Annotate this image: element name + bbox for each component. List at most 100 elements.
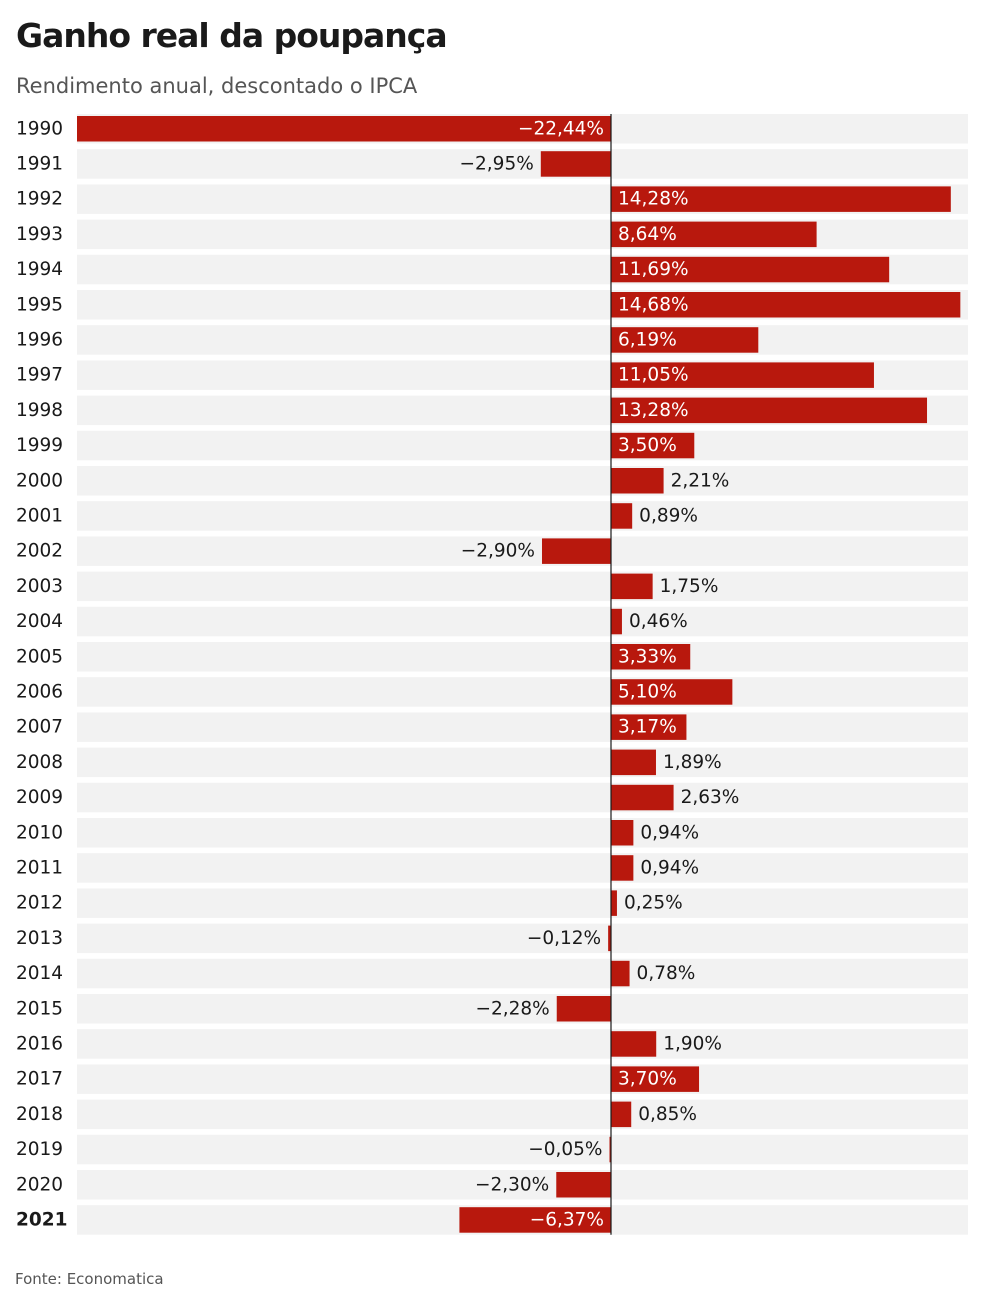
bar-year-2003 (611, 573, 653, 600)
category-label-year-2017: 2017 (16, 1069, 63, 1090)
bar-year-2006 (611, 679, 733, 705)
row-background-year-2010 (77, 818, 968, 848)
data-label-year-2014: 0,78% (637, 963, 696, 984)
row-background-year-2012 (77, 888, 968, 918)
bar-year-2013 (608, 925, 611, 952)
row-background-year-1999 (77, 430, 968, 461)
category-label-year-1997: 1997 (16, 365, 63, 386)
data-label-year-2000: 2,21% (671, 470, 730, 491)
row-background-year-2008 (77, 747, 968, 778)
bar-chart: 1990 −22,44% 1991 −2,95% 1992 14,28% 1993 8,64%… (16, 114, 968, 1235)
data-label-year-2003: 1,75% (660, 576, 719, 597)
row-background-year-2020 (77, 1170, 968, 1200)
source-note: Fonte: Economatica (15, 1270, 164, 1288)
data-label-year-2011: 0,94% (640, 857, 699, 878)
row-background-year-2018 (77, 1099, 968, 1130)
row-background-year-1996 (77, 325, 968, 355)
data-label-year-2001: 0,89% (639, 505, 698, 526)
bar-year-2012 (611, 890, 617, 916)
bar-year-1996 (611, 327, 759, 353)
category-label-year-2010: 2010 (16, 822, 63, 843)
category-label-year-2020: 2020 (16, 1174, 63, 1195)
category-label-year-1993: 1993 (16, 224, 63, 245)
row-background-year-2007 (77, 712, 968, 742)
category-label-year-2005: 2005 (16, 646, 63, 667)
category-label-year-2016: 2016 (16, 1033, 63, 1054)
data-label-year-1999: 3,50% (618, 435, 677, 456)
category-label-year-2003: 2003 (16, 576, 63, 597)
bar-year-2011 (611, 855, 634, 881)
row-background-year-2004 (77, 606, 968, 637)
category-label-year-2014: 2014 (16, 963, 63, 984)
category-label-year-2000: 2000 (16, 470, 63, 491)
bar-year-1993 (611, 221, 817, 248)
data-label-year-1993: 8,64% (618, 224, 677, 245)
row-background-year-1991 (77, 149, 968, 179)
category-label-year-2015: 2015 (16, 998, 63, 1019)
row-background-year-2011 (77, 853, 968, 883)
row-background-year-2000 (77, 466, 968, 496)
bar-year-1991 (540, 151, 611, 177)
row-background-year-2016 (77, 1029, 968, 1059)
chart-subtitle: Rendimento anual, descontado o IPCA (16, 74, 418, 98)
row-background-year-2005 (77, 642, 968, 672)
bar-year-2021 (459, 1207, 611, 1233)
data-label-year-2015: −2,28% (475, 998, 549, 1019)
bar-year-2009 (611, 784, 674, 811)
bar-year-2017 (611, 1066, 700, 1092)
bar-year-2019 (609, 1136, 611, 1163)
category-label-year-2001: 2001 (16, 505, 63, 526)
category-label-year-1998: 1998 (16, 400, 63, 421)
row-background-year-2003 (77, 571, 968, 602)
bar-year-2000 (611, 468, 664, 494)
data-label-year-1992: 14,28% (618, 189, 689, 210)
bar-year-2020 (556, 1172, 611, 1198)
data-label-year-1995: 14,68% (618, 294, 689, 315)
data-label-year-2018: 0,85% (638, 1104, 697, 1125)
data-label-year-2006: 5,10% (618, 681, 677, 702)
row-background-year-2014 (77, 958, 968, 989)
category-label-year-2011: 2011 (16, 857, 63, 878)
data-label-year-2019: −0,05% (528, 1139, 602, 1160)
row-background-year-2001 (77, 501, 968, 531)
row-background-year-1993 (77, 219, 968, 250)
category-label-year-1990: 1990 (16, 118, 63, 139)
data-label-year-2009: 2,63% (681, 787, 740, 808)
row-background-year-2017 (77, 1064, 968, 1094)
data-label-year-1991: −2,95% (460, 153, 534, 174)
bar-year-2002 (541, 538, 611, 564)
data-label-year-1996: 6,19% (618, 329, 677, 350)
chart-title: Ganho real da poupança (16, 16, 448, 55)
bar-year-2016 (611, 1031, 657, 1057)
bar-year-1994 (611, 256, 890, 283)
row-background-year-2019 (77, 1134, 968, 1165)
row-background-year-2013 (77, 923, 968, 954)
category-label-year-2018: 2018 (16, 1104, 63, 1125)
bar-year-2005 (611, 644, 691, 670)
data-label-year-2012: 0,25% (624, 893, 683, 914)
category-label-year-1992: 1992 (16, 189, 63, 210)
row-background-year-2015 (77, 994, 968, 1024)
data-label-year-1998: 13,28% (618, 400, 689, 421)
category-label-year-1994: 1994 (16, 259, 63, 280)
category-label-year-1991: 1991 (16, 153, 63, 174)
data-label-year-2016: 1,90% (663, 1033, 722, 1054)
category-label-year-1995: 1995 (16, 294, 63, 315)
row-background-year-2009 (77, 782, 968, 813)
bar-year-1995 (611, 292, 961, 318)
row-background-year-2006 (77, 677, 968, 707)
bar-year-2001 (611, 503, 633, 529)
category-label-year-2021: 2021 (16, 1209, 68, 1230)
category-label-year-2006: 2006 (16, 681, 63, 702)
bar-year-1992 (611, 186, 951, 212)
data-label-year-2007: 3,17% (618, 717, 677, 738)
category-label-year-2008: 2008 (16, 752, 63, 773)
data-label-year-1990: −22,44% (518, 118, 604, 139)
bar-year-2014 (611, 960, 630, 987)
data-label-year-2020: −2,30% (475, 1174, 549, 1195)
data-label-year-2008: 1,89% (663, 752, 722, 773)
data-label-year-1997: 11,05% (618, 365, 689, 386)
category-label-year-2007: 2007 (16, 717, 63, 738)
bar-year-2015 (556, 996, 611, 1022)
data-label-year-2021: −6,37% (530, 1209, 604, 1230)
